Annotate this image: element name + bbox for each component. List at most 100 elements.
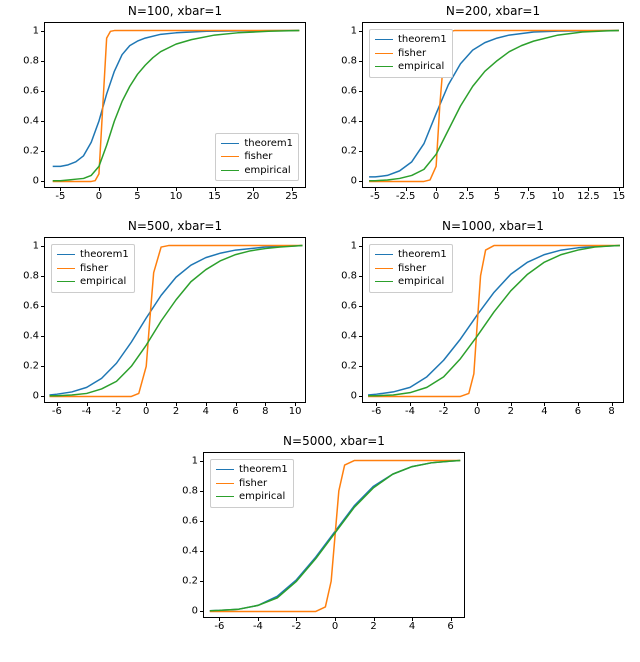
legend-swatch <box>216 496 234 497</box>
legend-swatch <box>216 483 234 484</box>
y-tick-label: 0.6 <box>341 300 357 311</box>
x-tick-label: 2 <box>508 406 514 417</box>
x-tick-label: -2 <box>291 621 301 632</box>
y-tick-label: 0.6 <box>182 515 198 526</box>
legend-label: theorem1 <box>398 33 447 47</box>
legend-item: theorem1 <box>216 463 288 477</box>
legend-swatch <box>57 268 75 269</box>
y-tick-label: 0.8 <box>23 270 39 281</box>
legend: theorem1fisherempirical <box>215 133 299 182</box>
legend-swatch <box>216 469 234 470</box>
y-tick-label: 0.6 <box>23 300 39 311</box>
y-tick-label: 0 <box>33 176 39 187</box>
x-tick-label: 15 <box>208 191 221 202</box>
legend-swatch <box>57 281 75 282</box>
legend-swatch <box>221 143 239 144</box>
x-tick-label: -6 <box>52 406 62 417</box>
legend-item: empirical <box>216 490 288 504</box>
x-tick-label: -6 <box>371 406 381 417</box>
legend: theorem1fisherempirical <box>369 29 453 78</box>
x-tick-label: -2 <box>111 406 121 417</box>
x-tick-label: 2.5 <box>459 191 475 202</box>
x-tick-label: 2 <box>370 621 376 632</box>
x-tick-label: 0 <box>143 406 149 417</box>
legend-item: empirical <box>375 275 447 289</box>
y-tick-label: 0.6 <box>23 85 39 96</box>
legend-swatch <box>57 254 75 255</box>
legend-item: fisher <box>216 477 288 491</box>
x-tick-label: 25 <box>285 191 298 202</box>
y-tick-label: 0.4 <box>341 331 357 342</box>
legend-item: theorem1 <box>57 248 129 262</box>
chart-title: N=1000, xbar=1 <box>362 219 624 233</box>
legend-swatch <box>221 156 239 157</box>
x-tick-label: 6 <box>447 621 453 632</box>
x-tick-label: 8 <box>262 406 268 417</box>
legend-item: fisher <box>375 47 447 61</box>
y-tick-label: 1 <box>192 455 198 466</box>
legend-item: empirical <box>375 60 447 74</box>
y-tick-label: 1 <box>33 25 39 36</box>
legend-swatch <box>221 170 239 171</box>
legend-swatch <box>375 66 393 67</box>
legend-label: theorem1 <box>244 137 293 151</box>
x-tick-label: 7.5 <box>520 191 536 202</box>
legend-item: theorem1 <box>375 248 447 262</box>
y-tick-label: 0 <box>33 391 39 402</box>
axes: -5-2.502.557.51012.51500.20.40.60.81theo… <box>362 22 624 188</box>
axes: -5051015202500.20.40.60.81theorem1fisher… <box>44 22 306 188</box>
x-tick-label: 5 <box>134 191 140 202</box>
chart-panel: N=100, xbar=1-5051015202500.20.40.60.81t… <box>44 22 306 188</box>
legend-swatch <box>375 254 393 255</box>
legend: theorem1fisherempirical <box>210 459 294 508</box>
x-tick-label: 10 <box>289 406 302 417</box>
y-tick-label: 1 <box>351 25 357 36</box>
x-tick-label: -5 <box>370 191 380 202</box>
x-tick-label: -2 <box>439 406 449 417</box>
axes: -6-4-2024681000.20.40.60.81theorem1fishe… <box>44 237 306 403</box>
y-tick-label: 0.2 <box>23 361 39 372</box>
y-tick-label: 0.4 <box>23 331 39 342</box>
x-tick-label: -4 <box>253 621 263 632</box>
legend-label: theorem1 <box>239 463 288 477</box>
y-tick-label: 0 <box>351 391 357 402</box>
x-tick-label: 4 <box>203 406 209 417</box>
chart-title: N=200, xbar=1 <box>362 4 624 18</box>
y-tick-label: 0.8 <box>341 270 357 281</box>
legend-item: fisher <box>375 262 447 276</box>
legend-item: theorem1 <box>375 33 447 47</box>
x-tick-label: 8 <box>608 406 614 417</box>
y-tick-label: 0 <box>192 606 198 617</box>
figure: N=100, xbar=1-5051015202500.20.40.60.81t… <box>0 0 640 662</box>
y-tick-label: 0.4 <box>341 116 357 127</box>
y-tick-label: 0.4 <box>23 116 39 127</box>
chart-panel: N=5000, xbar=1-6-4-2024600.20.40.60.81th… <box>203 452 465 618</box>
x-tick-label: 0 <box>332 621 338 632</box>
x-tick-label: 12.5 <box>577 191 599 202</box>
legend-swatch <box>375 39 393 40</box>
legend-label: fisher <box>80 262 108 276</box>
chart-title: N=100, xbar=1 <box>44 4 306 18</box>
legend-label: empirical <box>239 490 285 504</box>
legend-item: fisher <box>57 262 129 276</box>
x-tick-label: 6 <box>232 406 238 417</box>
y-tick-label: 0.2 <box>23 146 39 157</box>
chart-panel: N=500, xbar=1-6-4-2024681000.20.40.60.81… <box>44 237 306 403</box>
x-tick-label: 4 <box>541 406 547 417</box>
x-tick-label: 0 <box>474 406 480 417</box>
axes: -6-4-20246800.20.40.60.81theorem1fishere… <box>362 237 624 403</box>
legend-swatch <box>375 281 393 282</box>
x-tick-label: 6 <box>575 406 581 417</box>
chart-panel: N=1000, xbar=1-6-4-20246800.20.40.60.81t… <box>362 237 624 403</box>
x-tick-label: 2 <box>173 406 179 417</box>
y-tick-label: 0.8 <box>182 485 198 496</box>
legend: theorem1fisherempirical <box>369 244 453 293</box>
x-tick-label: -5 <box>55 191 65 202</box>
legend-label: fisher <box>239 477 267 491</box>
chart-panel: N=200, xbar=1-5-2.502.557.51012.51500.20… <box>362 22 624 188</box>
x-tick-label: 20 <box>247 191 260 202</box>
legend-swatch <box>375 268 393 269</box>
legend-item: empirical <box>57 275 129 289</box>
x-tick-label: -4 <box>405 406 415 417</box>
y-tick-label: 0.2 <box>182 576 198 587</box>
